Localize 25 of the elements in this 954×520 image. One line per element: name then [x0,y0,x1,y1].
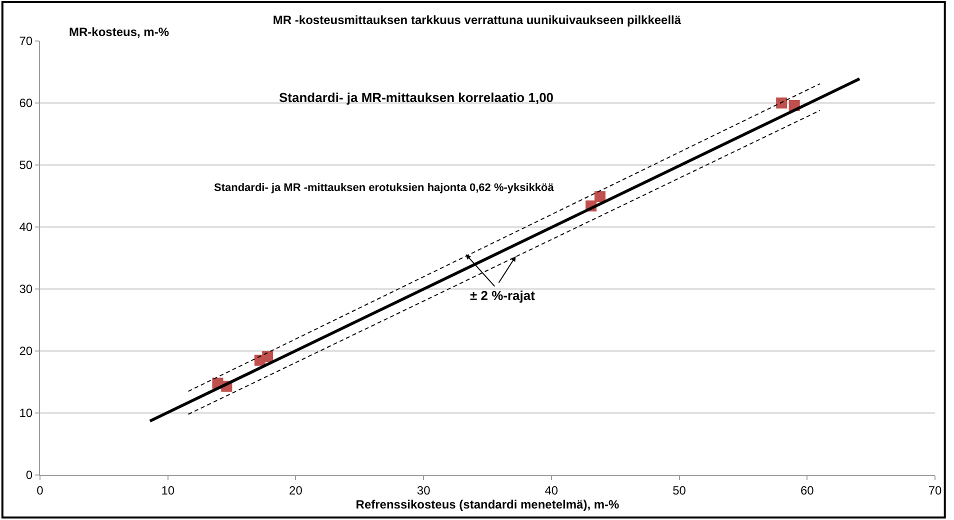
x-tick-label: 60 [800,483,814,498]
y-tick-label: 10 [19,406,33,420]
point [776,98,788,108]
annotation: Standardi- ja MR-mittauksen korrelaatio 1,00 [279,90,554,105]
x-tick-label: 40 [544,483,558,498]
y-tick-label: 40 [19,220,33,234]
x-axis-title: Refrenssikosteus (standardi menetelmä), m-% [356,497,620,512]
annotation: ± 2 %-rajat [470,288,536,303]
y-tick-label: 60 [19,96,33,110]
annotation: Standardi- ja MR -mittauksen erotuksien hajonta 0,62 %-yksikköä [214,182,555,194]
x-tick-label: 10 [161,483,175,498]
x-tick-label: 20 [289,483,303,498]
y-tick-label: 0 [26,468,33,482]
x-tick-label: 70 [928,483,942,498]
y-axis-title: MR-kosteus, m-% [69,25,170,39]
chart-title: MR -kosteusmittauksen tarkkuus verrattuna uunikuivaukseen pilkkeellä [272,13,682,27]
x-tick-label: 50 [672,483,686,498]
point [594,191,606,202]
y-tick-label: 30 [19,282,33,296]
x-tick-label: 0 [36,483,44,498]
y-tick-label: 20 [19,344,33,358]
point [262,351,274,362]
y-tick-label: 50 [19,158,33,172]
y-tick-label: 70 [19,34,33,48]
x-tick-label: 30 [416,483,431,498]
